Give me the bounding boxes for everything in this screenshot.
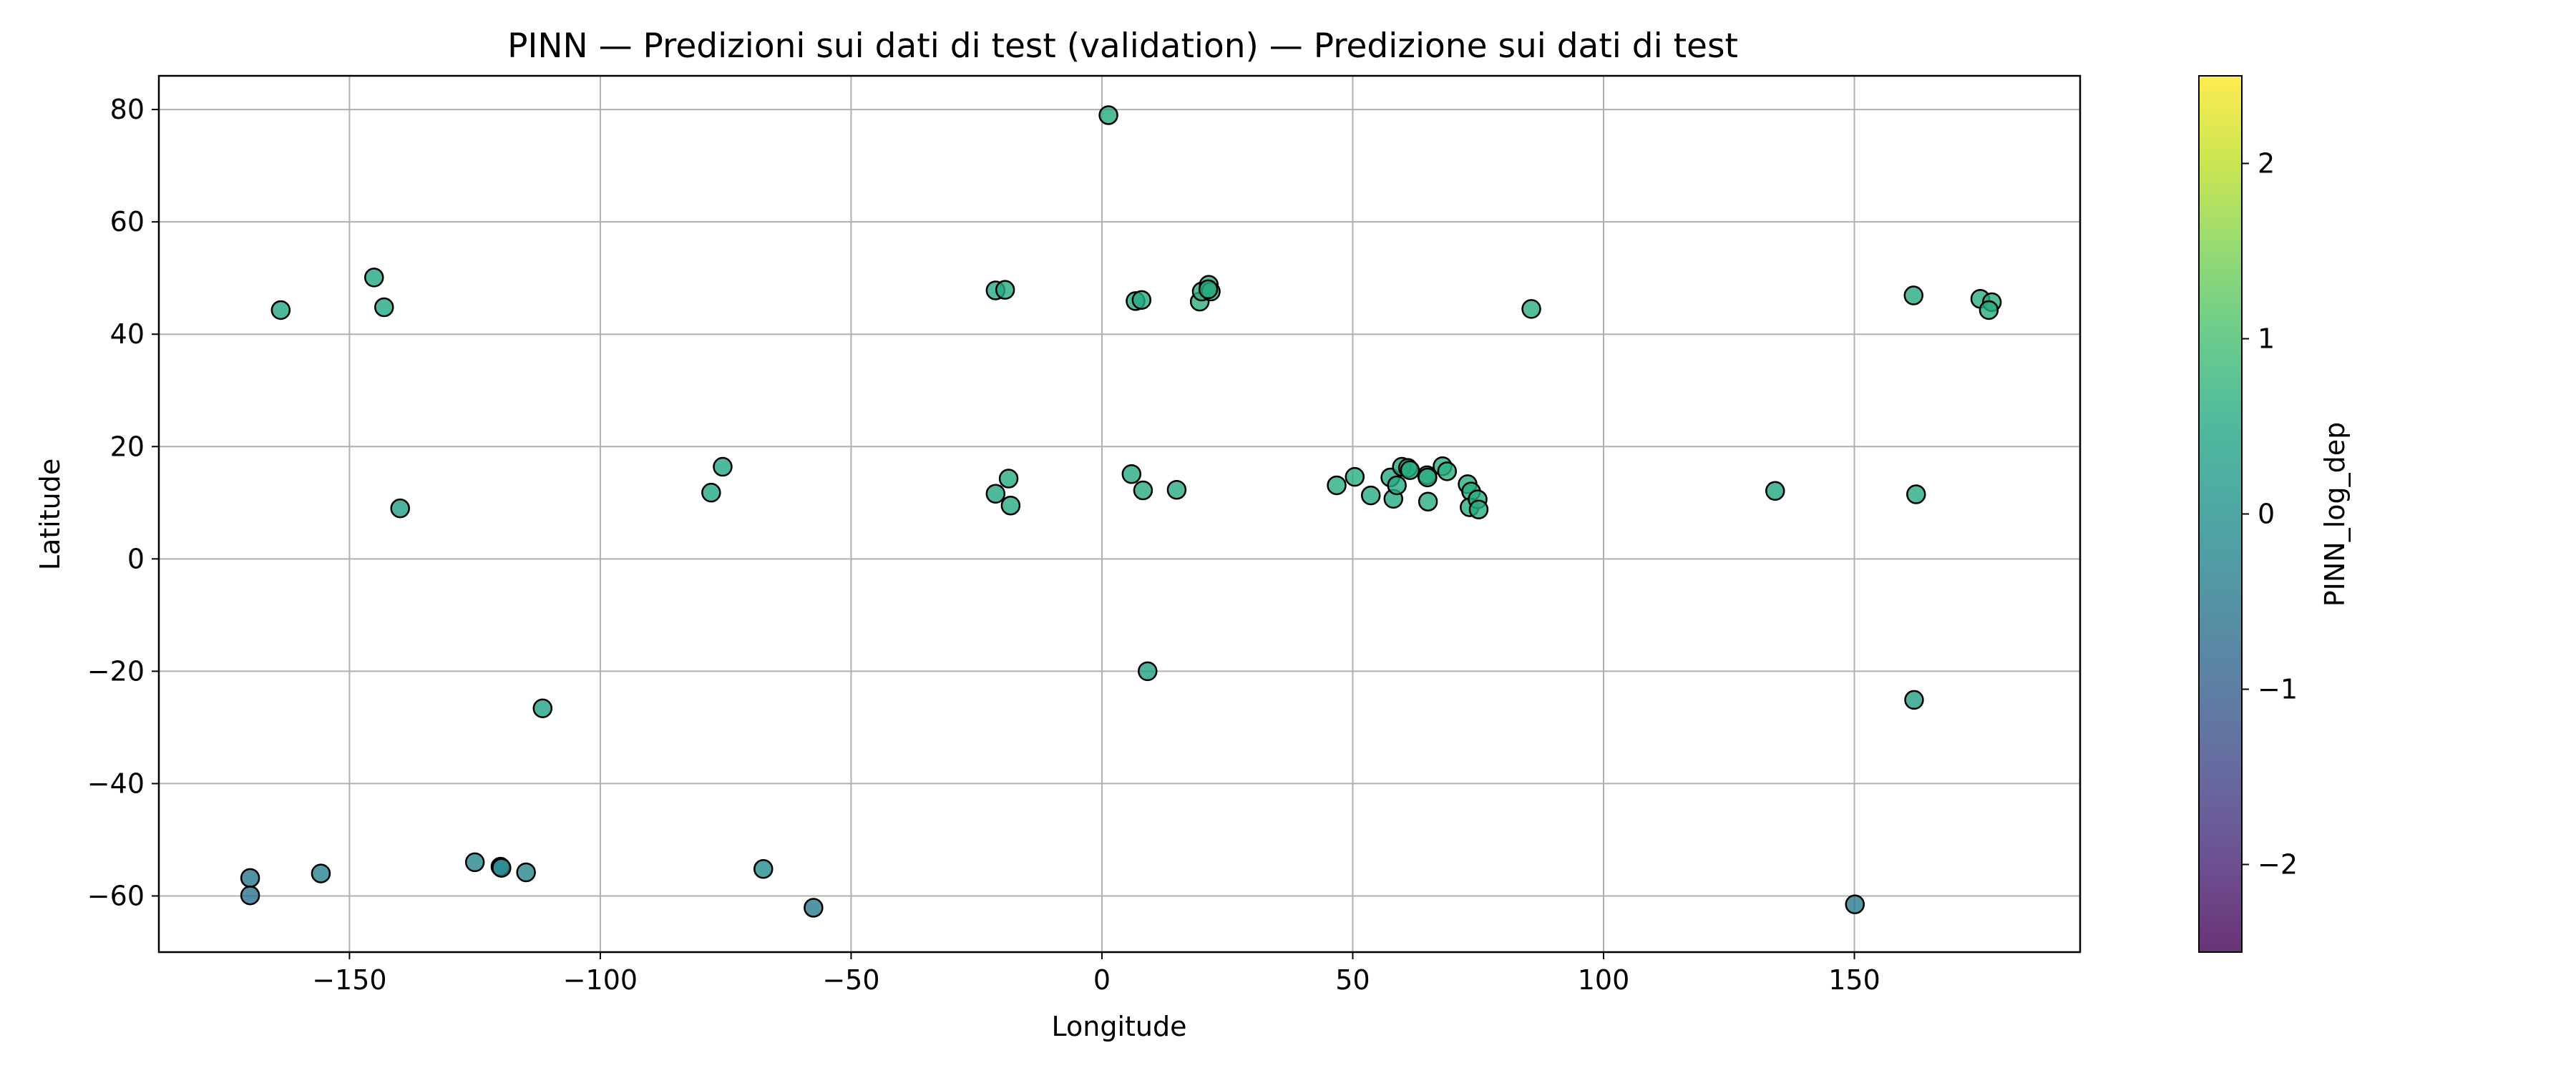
x-tick-label: 100 bbox=[1578, 964, 1630, 996]
plot-area-frame bbox=[157, 74, 2082, 954]
scatter-point bbox=[1400, 460, 1420, 480]
scatter-point bbox=[1765, 481, 1785, 501]
scatter-point bbox=[713, 456, 733, 477]
x-tick-label: −50 bbox=[822, 964, 879, 996]
scatter-point bbox=[240, 868, 260, 888]
x-tick-label: −150 bbox=[312, 964, 386, 996]
scatter-point bbox=[1468, 499, 1489, 519]
colorbar-tick-label: 2 bbox=[2258, 148, 2275, 180]
colorbar-tick-label: 1 bbox=[2258, 323, 2275, 355]
scatter-point bbox=[1418, 467, 1438, 488]
colorbar bbox=[2198, 75, 2243, 953]
y-tick-label: 80 bbox=[110, 94, 145, 125]
x-axis-ticks: −150 −100 −50 0 50 100 150 bbox=[312, 952, 1880, 996]
colorbar-ticks: −2 −1 0 1 2 bbox=[2242, 148, 2298, 881]
scatter-point bbox=[998, 469, 1019, 489]
scatter-point bbox=[1903, 285, 1924, 305]
scatter-point bbox=[532, 698, 553, 718]
colorbar-tick-label: 0 bbox=[2258, 499, 2275, 530]
scatter-point bbox=[804, 898, 824, 918]
scatter-point bbox=[1906, 484, 1926, 504]
scatter-point bbox=[1345, 466, 1365, 487]
scatter-point bbox=[1360, 485, 1381, 506]
scatter-point bbox=[1845, 894, 1865, 915]
scatter-point bbox=[311, 863, 331, 883]
scatter-point bbox=[1000, 495, 1021, 516]
scatter-point bbox=[753, 859, 774, 879]
scatter-point bbox=[1138, 661, 1158, 682]
y-tick-label: 60 bbox=[110, 206, 145, 237]
y-tick-label: −60 bbox=[87, 880, 145, 911]
colorbar-tick-label: −2 bbox=[2258, 849, 2298, 881]
scatter-point bbox=[240, 885, 260, 906]
scatter-point bbox=[1198, 279, 1219, 300]
scatter-point bbox=[1121, 464, 1142, 484]
x-tick-label: 150 bbox=[1828, 964, 1880, 996]
y-tick-label: −20 bbox=[87, 655, 145, 687]
scatter-point bbox=[1327, 475, 1347, 496]
scatter-point bbox=[270, 300, 291, 320]
scatter-point bbox=[1133, 480, 1153, 501]
y-tick-label: 40 bbox=[110, 318, 145, 350]
y-axis-label: Latitude bbox=[34, 459, 66, 570]
scatter-point bbox=[1979, 300, 1999, 320]
colorbar-label: PINN_log_dep bbox=[2319, 422, 2351, 607]
scatter-point bbox=[1521, 299, 1541, 319]
scatter-point bbox=[374, 297, 394, 318]
y-tick-label: −40 bbox=[87, 768, 145, 799]
scatter-point bbox=[1098, 105, 1118, 125]
scatter-point bbox=[1387, 475, 1407, 496]
scatter-point bbox=[390, 498, 410, 519]
scatter-point bbox=[1166, 479, 1187, 500]
chart-title: PINN — Predizioni sui dati di test (vali… bbox=[507, 26, 1738, 66]
x-axis-label: Longitude bbox=[1052, 1011, 1187, 1042]
x-tick-label: 0 bbox=[1093, 964, 1111, 996]
scatter-points bbox=[240, 105, 2002, 918]
scatter-point bbox=[364, 268, 384, 288]
y-tick-label: 0 bbox=[127, 543, 145, 574]
x-tick-label: −100 bbox=[563, 964, 638, 996]
scatter-point bbox=[995, 280, 1015, 300]
y-axis-ticks: −60 −40 −20 0 20 40 60 80 bbox=[87, 94, 159, 911]
scatter-point bbox=[1418, 491, 1438, 511]
y-tick-label: 20 bbox=[110, 431, 145, 462]
scatter-point bbox=[701, 482, 721, 503]
colorbar-tick-label: −1 bbox=[2258, 674, 2298, 705]
scatter-point bbox=[492, 858, 512, 878]
scatter-point bbox=[1904, 690, 1924, 710]
grid bbox=[159, 76, 2080, 952]
scatter-point bbox=[985, 484, 1006, 504]
x-tick-label: 50 bbox=[1335, 964, 1370, 996]
scatter-point bbox=[516, 862, 536, 883]
scatter-point bbox=[1131, 290, 1152, 310]
scatter-point bbox=[464, 852, 485, 873]
scatter-point bbox=[1437, 461, 1458, 481]
